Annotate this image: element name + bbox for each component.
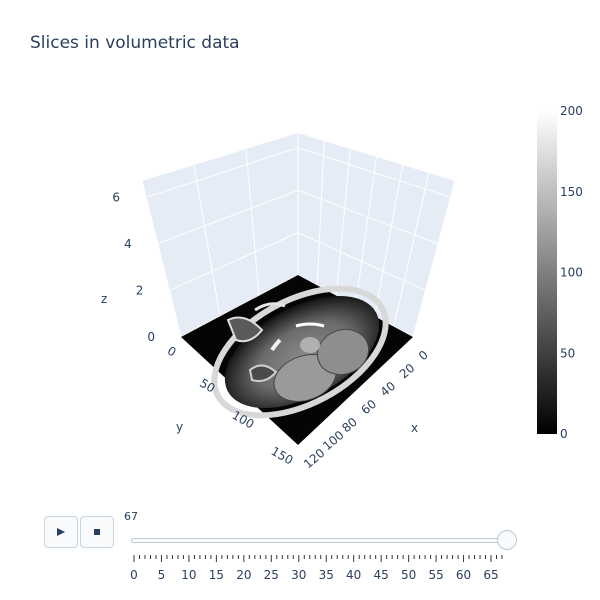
y-axis-title: y: [176, 420, 183, 434]
z-tick-label: 4: [124, 237, 132, 251]
x-axis-title: x: [411, 421, 418, 435]
slider-tick-label: 25: [264, 568, 279, 582]
grid-line-x: [316, 140, 325, 286]
grid-line-x: [355, 156, 377, 307]
colorbar-tick-label: 50: [560, 346, 575, 360]
left-back-pane: [142, 133, 298, 337]
cerebellum-right: [316, 328, 370, 376]
slider-tick-label: 20: [236, 568, 251, 582]
slider-handle[interactable]: [497, 530, 517, 550]
slider-ticks: 0 5 10 15 20 25 30 35 40 45 50 55 60 65: [130, 555, 503, 582]
vessel-bright: [295, 322, 325, 328]
slider-tick-label: 60: [456, 568, 471, 582]
sinus-right: [248, 364, 278, 382]
y-tick-label: 150: [269, 444, 296, 468]
chart-title: Slices in volumetric data: [30, 33, 240, 53]
play-button[interactable]: [44, 516, 78, 548]
vessel-bright-2: [270, 338, 282, 352]
grid-line-x: [374, 164, 404, 317]
colorbar-ticks: 0 50 100 150 200: [560, 104, 583, 441]
x-tick-label: 100: [320, 428, 347, 453]
slider-rail[interactable]: [131, 538, 509, 543]
x-tick-label: 0: [416, 348, 431, 364]
x-tick-label: 80: [339, 415, 360, 436]
colorbar-tick-label: 0: [560, 427, 568, 441]
z-tick-label: 6: [112, 190, 120, 204]
grid-line-y: [245, 148, 260, 296]
slider-tick-label: 15: [209, 568, 224, 582]
slider-tick-label: 30: [291, 568, 306, 582]
grid-line-x: [393, 172, 430, 327]
z-axis-ticks: 0 2 4 6: [112, 190, 155, 344]
y-tick-label: 50: [197, 376, 217, 396]
slider-tick-label: 45: [374, 568, 389, 582]
x-tick-label: 120: [301, 446, 328, 471]
slice-surface: [181, 275, 413, 445]
sinus-left: [226, 316, 264, 343]
slider-tick-label: 50: [401, 568, 416, 582]
play-icon: [57, 528, 65, 536]
slider-tick-label: 65: [483, 568, 498, 582]
grid-line-x: [412, 180, 456, 338]
slider-tick-label: 55: [428, 568, 443, 582]
slider-tick-label: 35: [319, 568, 334, 582]
colorbar-tick-label: 200: [560, 104, 583, 118]
colorbar-tick-label: 100: [560, 266, 583, 280]
x-tick-label: 40: [378, 379, 399, 400]
brainstem: [300, 337, 320, 353]
stop-button[interactable]: [80, 516, 114, 548]
slider-current-value: 67: [124, 510, 138, 523]
colorbar-tick-label: 150: [560, 185, 583, 199]
stop-icon: [94, 529, 100, 535]
grid-line-x: [335, 148, 351, 296]
z-tick-label: 2: [136, 283, 144, 297]
y-tick-label: 0: [165, 344, 179, 360]
orbit-left: [254, 302, 286, 312]
x-tick-label: 60: [358, 397, 379, 418]
colorbar: [537, 111, 557, 434]
y-tick-label: 100: [230, 408, 257, 432]
grid-line-y: [193, 164, 221, 317]
slider-tick-label: 5: [158, 568, 166, 582]
z-tick-label: 0: [147, 330, 155, 344]
slider-tick-label: 0: [130, 568, 138, 582]
slider-tick-label: 10: [181, 568, 196, 582]
grid-line-y: [141, 180, 182, 338]
x-tick-label: 20: [397, 361, 418, 382]
z-axis-title: z: [101, 292, 107, 306]
skull-outline: [211, 285, 389, 419]
slider-tick-label: 40: [346, 568, 361, 582]
